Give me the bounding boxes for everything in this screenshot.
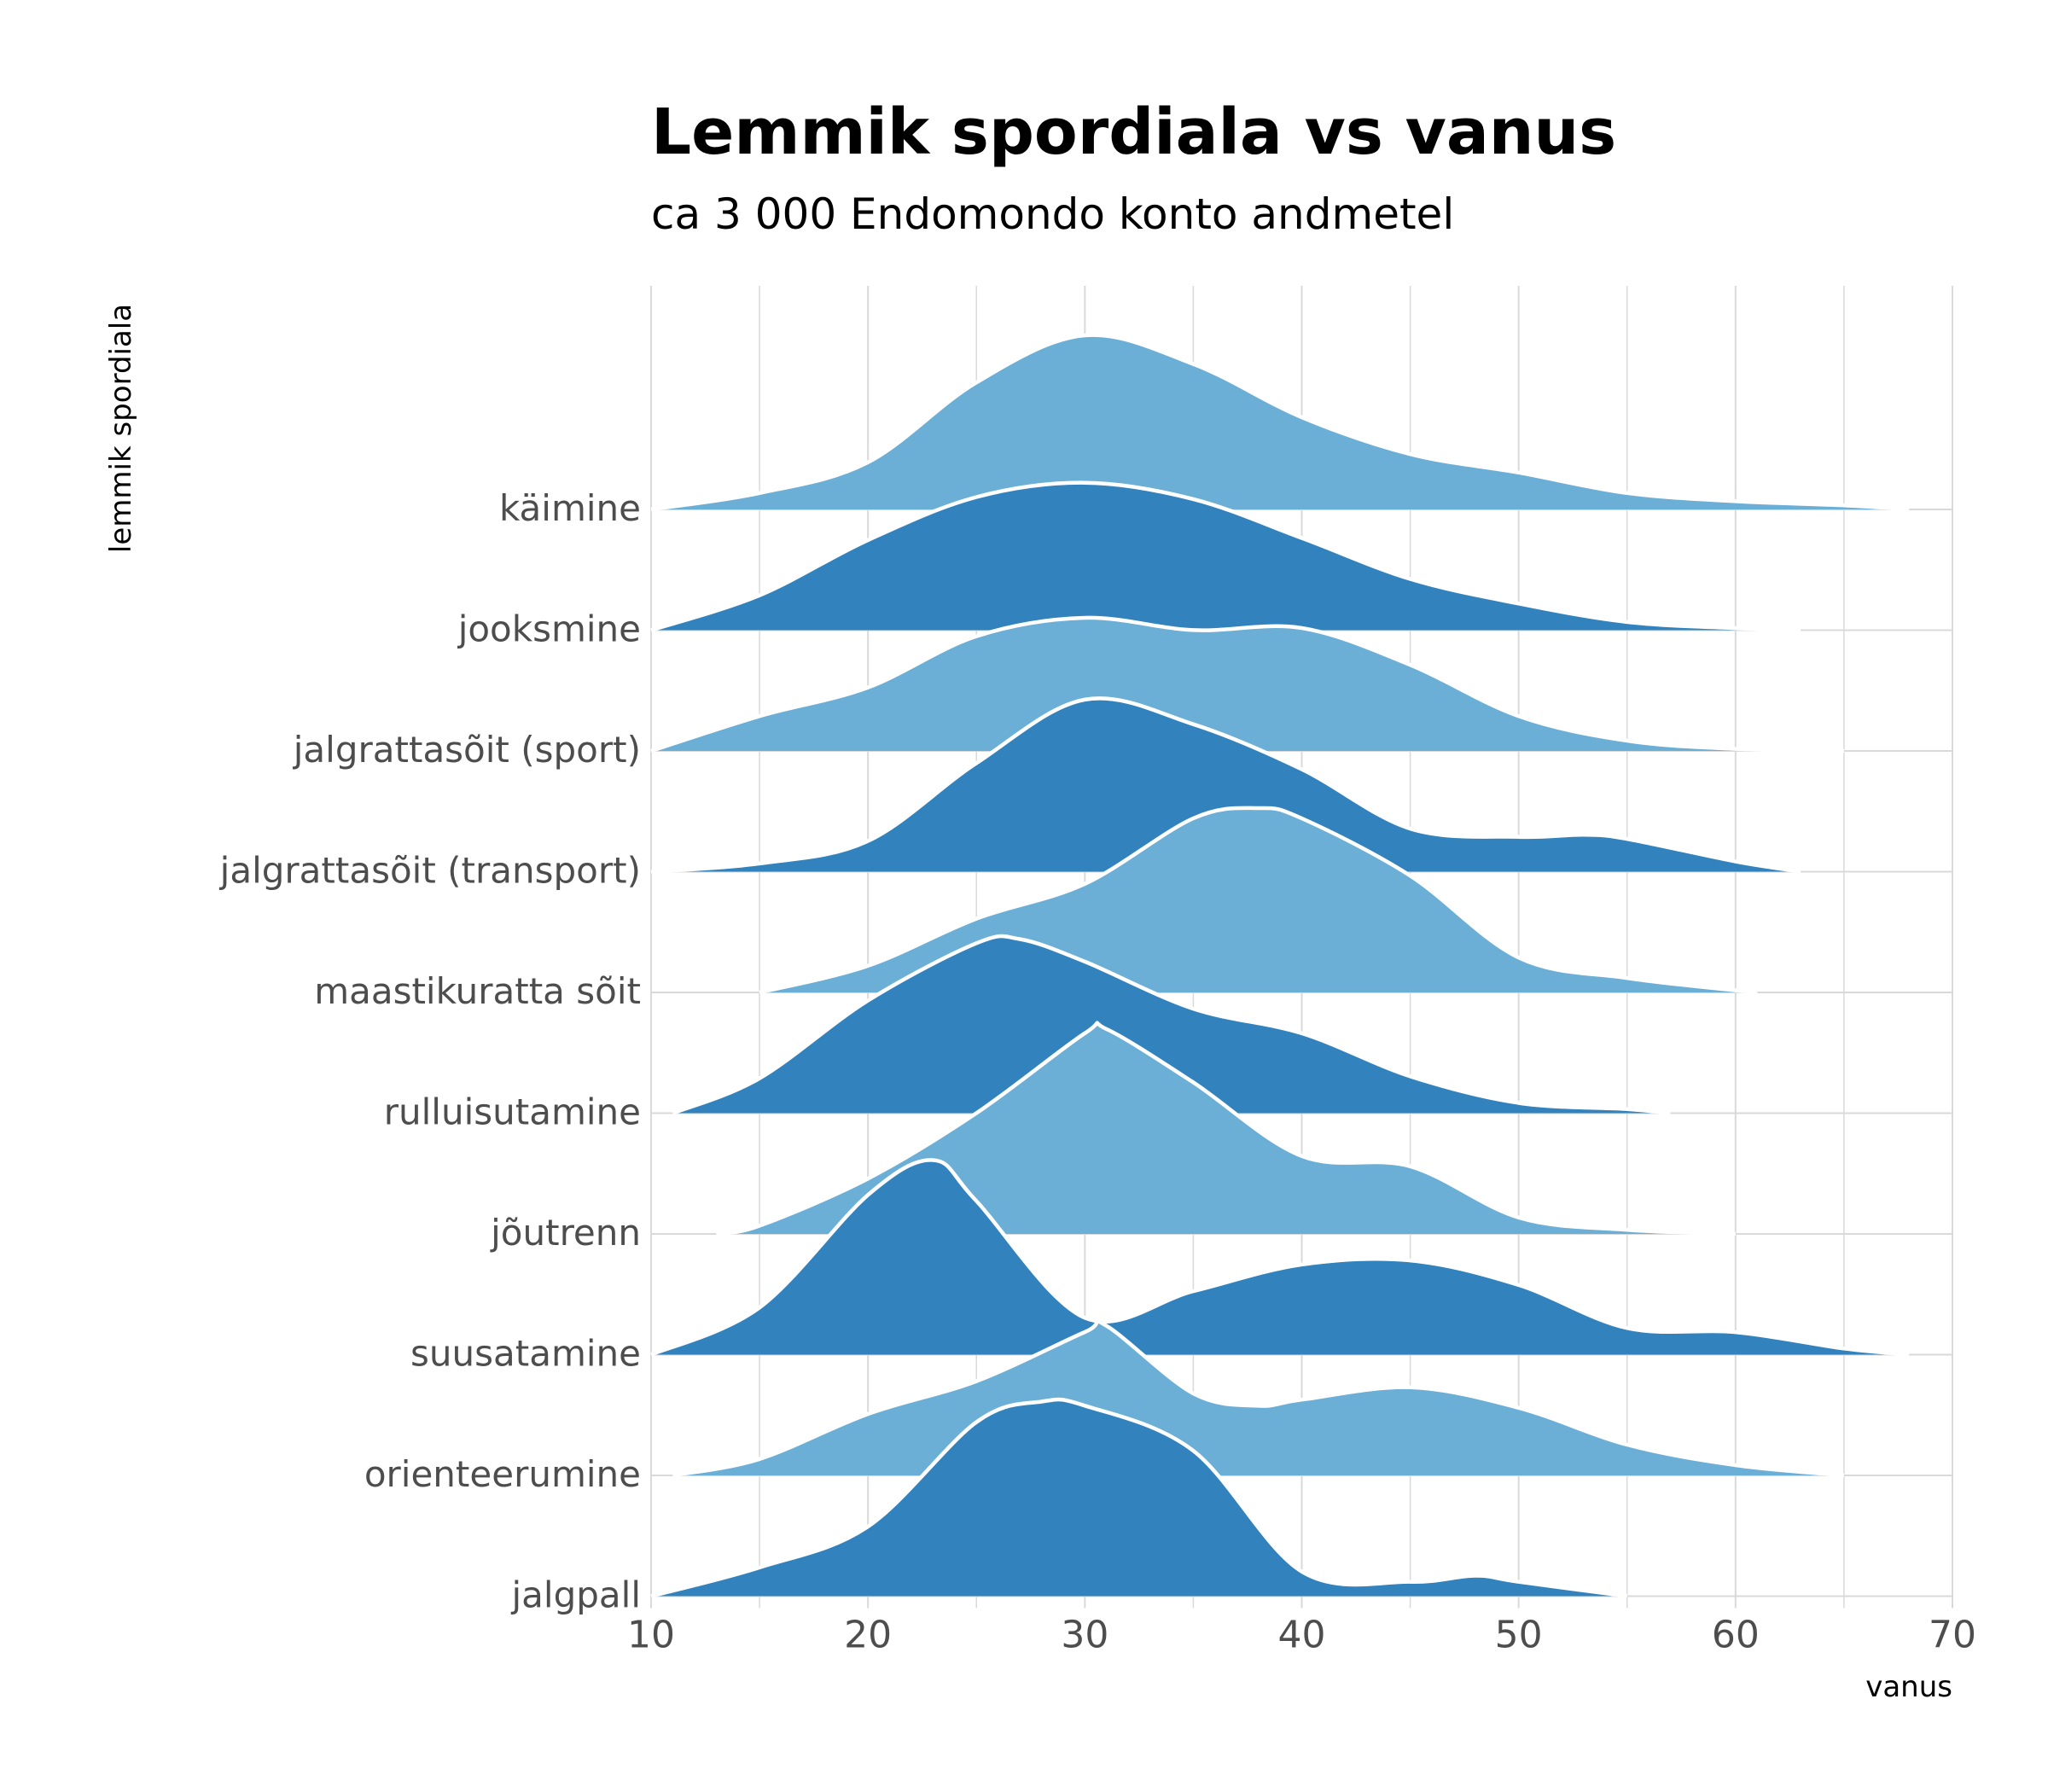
chart-title: Lemmik spordiala vs vanus [651,96,1617,169]
x-tick-label: 40 [1278,1614,1326,1657]
y-tick-label: suusatamine [410,1333,641,1375]
y-tick-label: jalgrattasõit (transport) [219,850,641,892]
ridge-9-area [651,1399,1627,1597]
x-tick-label: 70 [1929,1614,1976,1657]
y-tick-label: maastikuratta sõit [314,970,641,1012]
ridge-3-area [651,698,1801,872]
y-tick-label: rulluisutamine [384,1091,641,1133]
ridge-5-area [672,936,1671,1114]
ridge-5-outline [672,934,1671,1115]
ridge-2-outline [650,615,1844,753]
ridge-9-outline [650,1397,1628,1598]
ridge-6-area [716,1022,1736,1234]
y-tick-label: jalgrattasõit (sport) [293,729,641,771]
ridge-8-outline [672,1318,1845,1478]
x-axis-title: vanus [1865,1670,1952,1704]
y-tick-label: jalgpall [511,1574,641,1616]
ridge-6-outline [715,1021,1736,1236]
y-tick-label: jõutrenn [490,1212,641,1254]
ridge-7-outline [650,1158,1910,1357]
ridge-1-area [651,482,1801,631]
y-tick-label: jooksmine [457,608,641,650]
x-tick-label: 30 [1061,1614,1108,1657]
ridge-1-outline [650,480,1801,632]
ridge-7-area [651,1160,1910,1355]
x-tick-label: 10 [627,1614,675,1657]
y-tick-label: käimine [499,487,641,529]
ridge-layer [650,333,1910,1598]
ridge-2-area [651,617,1844,751]
ridge-0-area [651,335,1910,509]
x-tick-label: 20 [844,1614,892,1657]
x-tick-label: 50 [1495,1614,1543,1657]
chart-subtitle: ca 3 000 Endomondo konto andmetel [651,189,1455,239]
x-tick-label: 60 [1712,1614,1760,1657]
label-layer: käimine jooksmine jalgrattasõit (sport) jal… [219,487,1976,1657]
ridge-0-outline [650,333,1910,512]
y-tick-label: orienteerumine [364,1453,641,1495]
ridge-4-outline [759,806,1758,995]
y-axis-title: lemmik spordiala [104,304,138,553]
ridge-3-outline [650,696,1801,874]
